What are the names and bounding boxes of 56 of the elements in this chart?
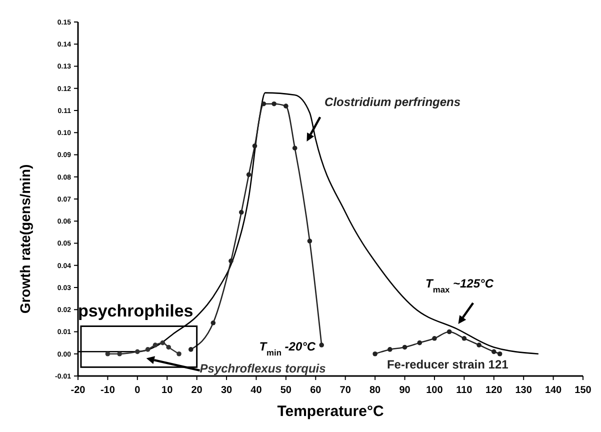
annotation: psychrophiles bbox=[78, 301, 194, 320]
text: Clostridium perfringens bbox=[324, 95, 461, 110]
point bbox=[497, 351, 502, 356]
point bbox=[307, 238, 312, 244]
x-tick-label: 80 bbox=[369, 385, 382, 396]
point bbox=[372, 351, 378, 356]
point bbox=[228, 258, 234, 264]
point bbox=[446, 329, 452, 334]
point bbox=[176, 351, 182, 356]
x-tick-label: 60 bbox=[310, 385, 322, 396]
point bbox=[261, 101, 266, 106]
point bbox=[462, 336, 467, 341]
point bbox=[160, 340, 166, 346]
x-tick-label: -20 bbox=[70, 385, 86, 396]
point bbox=[491, 349, 496, 354]
point bbox=[117, 351, 122, 356]
point bbox=[402, 344, 408, 350]
point bbox=[272, 101, 276, 106]
x-tick-label: 150 bbox=[574, 385, 592, 396]
x-tick-label: 100 bbox=[426, 385, 444, 396]
y-axis-title: Growth rate(gens/min) bbox=[17, 164, 33, 314]
x-tick-label: 140 bbox=[544, 385, 562, 396]
point bbox=[246, 172, 252, 178]
point bbox=[432, 336, 437, 341]
x-tick-label: 70 bbox=[340, 385, 352, 396]
x-tick-label: 40 bbox=[250, 385, 262, 396]
x-tick-label: 30 bbox=[220, 385, 233, 396]
point bbox=[319, 342, 324, 348]
point bbox=[188, 347, 194, 352]
x-tick-label: 50 bbox=[280, 385, 292, 396]
point bbox=[105, 351, 110, 356]
series-label: Fe-reducer strain 121 bbox=[386, 357, 509, 372]
x-tick-label: 20 bbox=[191, 385, 203, 396]
point bbox=[210, 320, 216, 326]
annotation: T$_{max}$ ~125°C bbox=[426, 276, 494, 294]
point bbox=[145, 347, 150, 352]
x-tick-label: 110 bbox=[456, 385, 473, 396]
x-tick-label: 90 bbox=[399, 385, 411, 396]
x-axis-title: Temperature°C bbox=[277, 403, 384, 420]
series-label: Psychroflexus torquis bbox=[200, 362, 326, 376]
point bbox=[238, 210, 244, 215]
point bbox=[166, 344, 172, 350]
point bbox=[388, 347, 392, 352]
point bbox=[476, 342, 482, 348]
point bbox=[135, 349, 140, 354]
x-tick-label: 130 bbox=[515, 385, 532, 396]
annotation: T$_{min}$ -20°C bbox=[259, 340, 316, 358]
x-tick-label: 10 bbox=[162, 385, 174, 396]
point bbox=[417, 340, 422, 346]
point bbox=[252, 144, 258, 148]
point bbox=[152, 342, 158, 348]
x-tick-label: -10 bbox=[100, 385, 116, 396]
point bbox=[292, 146, 298, 151]
point bbox=[284, 104, 288, 108]
x-tick-label: 120 bbox=[486, 385, 503, 396]
x-tick-label: 0 bbox=[134, 385, 141, 396]
